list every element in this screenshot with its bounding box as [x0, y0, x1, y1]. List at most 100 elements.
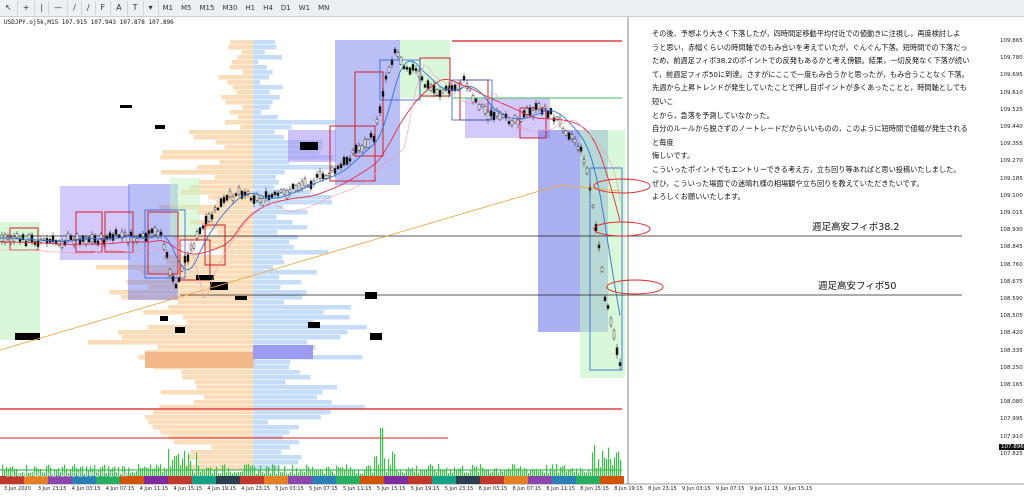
marker-block	[175, 327, 185, 333]
volume-bar	[118, 466, 120, 476]
profile-bar-blue	[253, 235, 298, 240]
volume-bar	[316, 470, 318, 476]
candle-body	[252, 195, 256, 204]
price-chart[interactable]	[0, 17, 1024, 497]
candle-body	[372, 135, 376, 142]
timeframe-m15[interactable]: M15	[199, 4, 215, 12]
volume-bar	[122, 466, 124, 476]
profile-bar-blue	[253, 435, 283, 440]
time-tick-label: 4 Jun 11:15	[139, 486, 169, 492]
volume-bar	[570, 468, 572, 476]
channel-tool-icon[interactable]: ∕	[82, 1, 96, 15]
candle-body	[249, 197, 253, 201]
volume-bar	[332, 471, 334, 476]
volume-bar	[266, 466, 268, 476]
profile-bar-blue	[253, 100, 273, 105]
volume-bar	[60, 472, 62, 476]
price-tick-label: 108.420	[1000, 330, 1023, 337]
candle-body	[198, 227, 202, 234]
candle-body	[471, 95, 475, 103]
volume-bar	[272, 464, 274, 476]
profile-bar-blue	[253, 125, 292, 130]
volume-bar	[408, 467, 410, 476]
profile-bar-blue	[253, 375, 311, 380]
candle-body	[237, 187, 241, 195]
timeframe-mn[interactable]: MN	[318, 4, 330, 12]
volume-bar	[486, 470, 488, 476]
volume-bar	[204, 471, 206, 476]
shapes-tool-icon[interactable]: ▾	[144, 1, 159, 15]
volume-bar	[72, 466, 74, 476]
profile-bar-orange	[162, 150, 253, 155]
profile-bar-blue	[253, 95, 280, 100]
range-box-red	[354, 71, 384, 157]
timeframe-m1[interactable]: M1	[162, 4, 174, 12]
volume-bar	[108, 465, 110, 476]
zone-purple	[60, 186, 130, 260]
timeframe-m5[interactable]: M5	[181, 4, 192, 12]
volume-bar	[238, 472, 240, 476]
candle-body	[555, 116, 559, 121]
marker-block	[235, 296, 247, 300]
volume-bar	[598, 459, 600, 476]
volume-bar	[138, 464, 140, 476]
session-segment	[312, 476, 336, 484]
timeframe-m30[interactable]: M30	[222, 4, 238, 12]
label-tool-icon[interactable]: T	[128, 1, 144, 15]
time-tick-label: 4 Jun 19:15	[207, 486, 236, 492]
profile-bar-blue	[253, 410, 331, 415]
candle-body	[507, 121, 511, 124]
volume-bar	[190, 461, 192, 476]
volume-bar	[242, 471, 244, 476]
volume-bar	[490, 472, 492, 476]
candle-body	[192, 243, 196, 249]
volume-bar	[86, 466, 88, 476]
moving-averages	[0, 60, 621, 351]
profile-bar-orange	[121, 335, 254, 340]
candle-body	[486, 111, 490, 120]
session-segment	[120, 476, 144, 484]
candle-body	[261, 198, 265, 206]
profile-bar-blue	[253, 320, 314, 325]
volume-bar	[318, 470, 320, 476]
profile-bar-orange	[188, 130, 253, 135]
timeframe-h4[interactable]: H4	[263, 4, 273, 12]
volume-bar	[402, 472, 404, 476]
horizontal-line-tool-icon[interactable]: —	[49, 1, 69, 15]
volume-bar	[600, 467, 602, 476]
profile-bar-blue	[253, 165, 332, 170]
time-tick-label: 5 Jun 11:15	[343, 486, 372, 492]
volume-bar	[112, 467, 114, 476]
time-tick-label: 5 Jun 15:15	[376, 486, 406, 492]
volume-bar	[232, 473, 234, 476]
volume-bar	[448, 473, 450, 476]
fibonacci-tool-icon[interactable]: F	[96, 1, 112, 15]
volume-bar	[422, 469, 424, 476]
volume-bar	[148, 468, 150, 476]
volume-bar	[30, 472, 32, 476]
volume-bar	[542, 471, 544, 476]
profile-bar-orange	[148, 285, 253, 290]
candle-body	[255, 193, 259, 201]
chart-toolbar: ↖ + | — / ∕ F A T ▾ M1 M5 M15 M30 H1 H4 …	[0, 0, 1024, 17]
candle-body	[39, 238, 43, 243]
time-tick-label: 5 Jun 07:15	[309, 486, 338, 492]
trendline-tool-icon[interactable]: /	[68, 1, 82, 15]
candle-body	[573, 139, 577, 143]
candle-body	[480, 104, 484, 108]
cursor-tool-icon[interactable]: ↖	[0, 1, 18, 15]
timeframe-h1[interactable]: H1	[245, 4, 256, 12]
volume-bar	[582, 470, 584, 476]
volume-bar	[74, 464, 76, 476]
vertical-line-tool-icon[interactable]: |	[35, 1, 50, 15]
session-segment	[480, 476, 504, 484]
timeframe-w1[interactable]: W1	[298, 4, 311, 12]
candle-body	[582, 159, 586, 164]
crosshair-tool-icon[interactable]: +	[18, 1, 36, 15]
session-color-strip	[0, 476, 624, 484]
text-tool-icon[interactable]: A	[111, 1, 128, 15]
profile-bar-orange	[160, 155, 253, 160]
comment-line: 悔しいです。	[652, 151, 695, 161]
volume-bar	[518, 468, 520, 476]
timeframe-d1[interactable]: D1	[280, 4, 291, 12]
